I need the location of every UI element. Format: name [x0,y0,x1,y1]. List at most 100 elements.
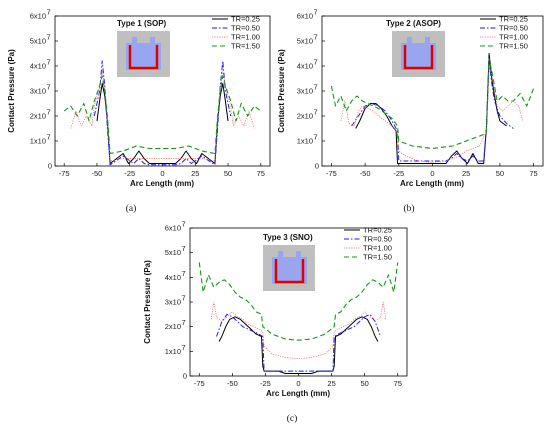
legend-entry: TR=0.50 [231,24,260,33]
x-tick-label: 50 [496,169,504,178]
x-tick-label: -25 [393,169,404,178]
y-tick-label: 4x10 [297,62,313,71]
y-tick-exponent: 7 [47,83,51,92]
panel-caption: (c) [287,413,298,424]
inset-contact-boundary [274,259,305,284]
series-line-tr-0-25 [355,53,507,164]
series-line-tr-1-00 [340,65,524,163]
legend-entry: TR=0.50 [499,24,528,33]
x-tick-label: -25 [260,379,271,388]
y-tick-label: 0 [48,162,52,171]
series-line-tr-1-00 [70,70,255,162]
series-layer [198,262,399,374]
y-tick-exponent: 7 [314,8,318,17]
y-tick-exponent: 7 [47,58,51,67]
x-tick-label: -75 [326,169,337,178]
x-axis-label: Arc Length (mm) [400,179,464,188]
panel-caption: (b) [403,203,414,214]
x-tick-label: 50 [360,379,368,388]
inset-fluid-region [126,37,161,70]
legend-entry: TR=0.25 [363,226,392,235]
legend-entry: TR=1.00 [231,33,260,42]
x-tick-label: -50 [360,169,371,178]
x-tick-label: 25 [462,169,470,178]
x-axis-ticks: -75 -50 -25 0 25 50 75 [194,373,402,388]
y-tick-label: 0 [183,372,187,381]
inset-contact-boundary [403,45,434,70]
x-tick-label: 75 [257,169,265,178]
y-tick-label: 3x10 [165,298,181,307]
legend-entry: TR=1.50 [499,42,528,51]
y-tick-label: 3x10 [30,87,46,96]
x-tick-label: 25 [327,379,335,388]
panel-caption: (a) [126,203,137,214]
y-tick-label: 5x10 [297,37,313,46]
x-axis-ticks: -75 -50 -25 0 25 50 75 [59,163,265,178]
chart-title: Type 2 (ASOP) [386,19,441,28]
inset-diagram [117,31,170,77]
series-line-tr-0-50 [351,60,514,162]
y-tick-label: 2x10 [297,112,313,121]
y-tick-exponent: 7 [47,8,51,17]
y-tick-label: 1x10 [297,137,313,146]
series-layer [63,60,262,166]
x-tick-label: 0 [430,169,434,178]
x-tick-label: 25 [191,169,199,178]
y-axis-label: Contact Pressure (Pa) [277,49,286,133]
x-tick-label: 0 [296,379,300,388]
series-line-tr-1-50 [63,75,262,155]
y-tick-exponent: 7 [47,133,51,142]
series-line-tr-1-50 [198,262,399,341]
y-tick-label: 3x10 [297,87,313,96]
y-tick-label: 4x10 [165,273,181,282]
y-tick-exponent: 7 [182,244,186,253]
y-tick-label: 1x10 [30,137,46,146]
inset-fluid-region [401,37,436,70]
legend-entry: TR=1.50 [363,253,392,262]
legend-entry: TR=1.00 [499,33,528,42]
y-tick-exponent: 7 [314,108,318,117]
x-axis-label: Arc Length (mm) [130,179,194,188]
chart-title: Type 3 (SNO) [263,233,313,242]
legend-entry: TR=1.00 [363,244,392,253]
y-tick-label: 6x10 [297,12,313,21]
inset-diagram [392,31,445,77]
y-tick-label: 6x10 [30,12,46,21]
y-tick-exponent: 7 [47,33,51,42]
x-tick-label: 75 [394,379,402,388]
y-tick-exponent: 7 [182,318,186,327]
legend-entry: TR=0.50 [363,235,392,244]
legend-entry: TR=0.25 [499,15,528,24]
y-axis-label: Contact Pressure (Pa) [7,49,16,133]
x-tick-label: -50 [92,169,103,178]
legend-entry: TR=1.50 [231,42,260,51]
x-tick-label: -25 [124,169,135,178]
inset-fluid-region [272,251,307,284]
series-layer [330,53,535,164]
y-tick-label: 2x10 [30,112,46,121]
series-line-tr-1-00 [210,301,387,360]
x-axis-label: Arc Length (mm) [266,389,330,398]
y-tick-exponent: 7 [182,220,186,229]
y-tick-exponent: 7 [182,343,186,352]
y-tick-exponent: 7 [314,133,318,142]
y-tick-label: 4x10 [30,62,46,71]
x-tick-label: -75 [59,169,70,178]
x-tick-label: 50 [224,169,232,178]
y-tick-label: 1x10 [165,347,181,356]
y-tick-exponent: 7 [47,108,51,117]
inset-diagram [263,245,315,291]
series-line-tr-0-25 [96,83,229,164]
x-tick-label: 75 [529,169,537,178]
y-tick-exponent: 7 [314,83,318,92]
legend-entry: TR=0.25 [231,15,260,24]
